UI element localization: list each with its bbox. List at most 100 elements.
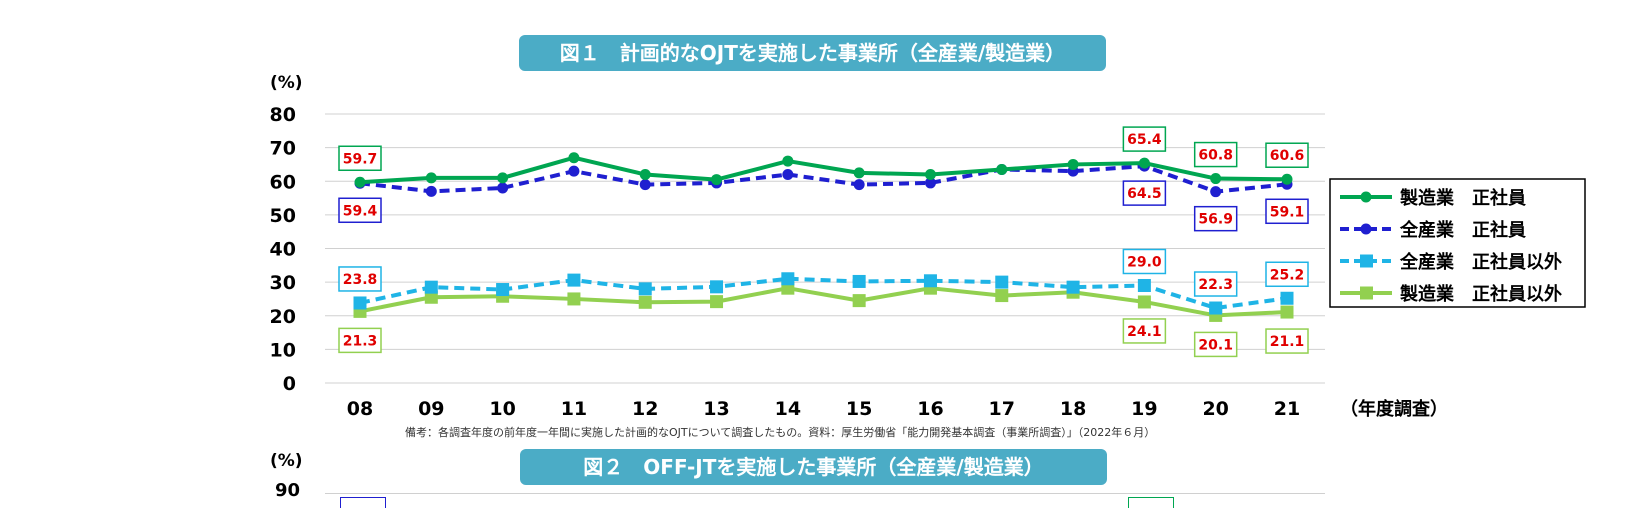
legend-marker xyxy=(1360,286,1373,300)
data-point xyxy=(781,272,795,286)
data-label-box xyxy=(1122,126,1167,152)
data-point xyxy=(1210,186,1222,198)
data-label-box xyxy=(1193,331,1238,358)
data-point xyxy=(853,179,865,191)
x-tick-label: 10 xyxy=(489,398,515,420)
legend-label: 全産業 正社員 xyxy=(1399,219,1526,241)
x-tick-label: 18 xyxy=(1060,398,1086,420)
data-label-box xyxy=(1265,328,1309,354)
data-point xyxy=(354,176,366,188)
data-point xyxy=(425,172,437,184)
data-point xyxy=(1281,173,1293,185)
y-tick-label: 50 xyxy=(270,205,296,227)
series-line xyxy=(359,155,1288,185)
data-point xyxy=(1137,278,1151,292)
series-line xyxy=(359,286,1288,318)
data-point xyxy=(1210,173,1222,185)
x-axis-label: （年度調査） xyxy=(1340,398,1448,420)
data-point xyxy=(638,282,652,296)
data-point xyxy=(923,274,937,288)
data-label: 60.6 xyxy=(1270,148,1305,164)
data-label-box xyxy=(1265,261,1309,288)
data-label: 59.1 xyxy=(1270,204,1305,220)
series-line xyxy=(359,164,1288,194)
data-point xyxy=(995,289,1009,303)
data-point xyxy=(353,296,367,310)
data-point xyxy=(853,167,865,179)
data-label-box xyxy=(1193,205,1238,232)
legend-marker xyxy=(1360,191,1372,203)
x-tick-label: 12 xyxy=(632,398,658,420)
data-label: 25.2 xyxy=(1270,267,1305,283)
data-point xyxy=(852,274,866,288)
data-point xyxy=(497,172,509,184)
data-point xyxy=(639,169,651,181)
y-tick-label: 80 xyxy=(270,104,296,126)
chart2-data-label-box xyxy=(1128,497,1174,508)
data-point xyxy=(425,185,437,197)
data-point xyxy=(496,283,510,297)
data-point xyxy=(1137,295,1151,309)
data-point xyxy=(1209,301,1223,315)
y-tick-label: 60 xyxy=(270,171,296,193)
data-label-box xyxy=(338,197,382,224)
chart2-data-label-box xyxy=(340,497,386,508)
data-point xyxy=(568,152,580,164)
data-point xyxy=(995,275,1009,289)
data-point xyxy=(710,295,724,309)
x-tick-label: 21 xyxy=(1274,398,1300,420)
x-tick-label: 08 xyxy=(347,398,373,420)
legend-label: 製造業 正社員以外 xyxy=(1399,283,1562,305)
series-line xyxy=(359,276,1288,311)
data-label-box xyxy=(1193,141,1238,168)
x-tick-label: 14 xyxy=(775,398,801,420)
chart2-y-tick: 90 xyxy=(275,480,301,501)
data-label-box xyxy=(1265,198,1309,225)
legend-label: 全産業 正社員以外 xyxy=(1399,251,1562,273)
data-point xyxy=(782,155,794,167)
y-tick-label: 20 xyxy=(270,306,296,328)
data-point xyxy=(1067,158,1079,170)
chart1-note: 備考：各調査年度の前年度一年間に実施した計画的なOJTについて調査したもの。資料… xyxy=(405,426,1156,439)
x-tick-label: 11 xyxy=(561,398,587,420)
x-tick-label: 13 xyxy=(703,398,729,420)
data-point xyxy=(497,182,509,194)
data-point xyxy=(711,174,723,186)
x-tick-label: 17 xyxy=(989,398,1015,420)
data-label: 65.4 xyxy=(1127,132,1162,148)
x-tick-label: 20 xyxy=(1202,398,1228,420)
data-point xyxy=(424,280,438,294)
data-point xyxy=(568,165,580,177)
data-label-box xyxy=(1122,248,1167,275)
data-label: 24.1 xyxy=(1127,324,1162,340)
x-tick-label: 19 xyxy=(1131,398,1157,420)
y-tick-label: 30 xyxy=(270,272,296,294)
x-tick-label: 09 xyxy=(418,398,444,420)
y-tick-label: 40 xyxy=(270,239,296,261)
data-label: 22.3 xyxy=(1198,277,1233,293)
y-tick-label: 70 xyxy=(270,138,296,160)
legend-marker xyxy=(1360,223,1372,235)
data-point xyxy=(567,273,581,287)
legend xyxy=(1329,178,1586,308)
data-label: 60.8 xyxy=(1198,148,1233,164)
data-label: 20.1 xyxy=(1198,337,1233,353)
data-label: 64.5 xyxy=(1127,186,1162,202)
data-point xyxy=(852,294,866,308)
data-point xyxy=(638,295,652,309)
data-label-box xyxy=(1122,318,1167,344)
y-tick-label: 0 xyxy=(283,373,296,395)
data-point xyxy=(1066,280,1080,294)
data-label: 59.4 xyxy=(343,203,378,219)
chart2-title: 図２ OFF-JTを実施した事業所（全産業/製造業） xyxy=(520,449,1107,485)
x-tick-label: 16 xyxy=(917,398,943,420)
data-label: 21.3 xyxy=(343,333,378,349)
data-label-box xyxy=(338,327,382,354)
data-label-box xyxy=(1122,180,1167,206)
data-label: 23.8 xyxy=(343,272,378,288)
chart2-y-unit: (%) xyxy=(270,451,303,471)
data-label: 21.1 xyxy=(1270,334,1305,350)
data-point xyxy=(1280,291,1294,305)
legend-label: 製造業 正社員 xyxy=(1399,187,1526,209)
